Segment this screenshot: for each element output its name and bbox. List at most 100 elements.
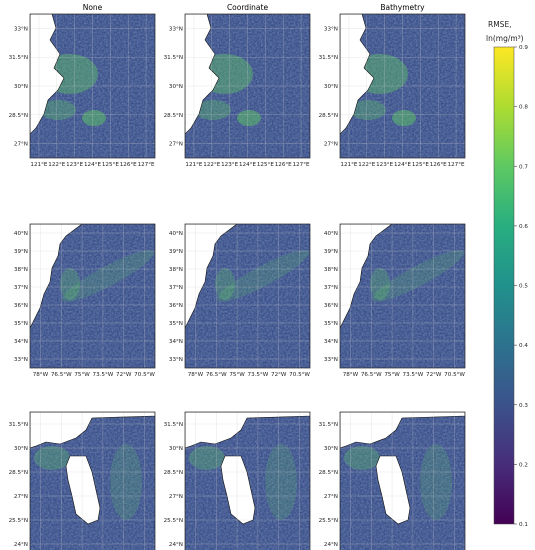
colorbar-tick-label: 0.8: [519, 105, 528, 111]
lon-tick-label: 121°E: [30, 162, 47, 168]
lon-tick-label: 75°W: [384, 372, 400, 378]
map-frame: [29, 223, 156, 369]
lat-tick-label: 30°N: [169, 446, 183, 452]
map-florida-coordinate: 24°N25.5°N27°N28.5°N30°N31.5°N84°W82.5°W…: [164, 411, 311, 550]
lat-tick-label: 34°N: [324, 339, 338, 345]
high-error-patch: [34, 446, 70, 470]
lat-tick-label: 27°N: [324, 142, 338, 148]
lon-tick-label: 127°E: [293, 162, 310, 168]
lat-tick-label: 27°N: [169, 494, 183, 500]
high-error-patch: [189, 446, 225, 470]
lat-tick-label: 24°N: [324, 542, 338, 548]
lat-tick-label: 27°N: [324, 494, 338, 500]
lat-tick-label: 28.5°N: [319, 470, 338, 476]
lon-tick-label: 125°E: [412, 162, 429, 168]
lon-tick-label: 73.5°W: [93, 372, 114, 378]
lat-tick-label: 25.5°N: [164, 518, 183, 524]
colorbar-units: ln(mg/m³): [486, 34, 524, 43]
lon-tick-label: 123°E: [221, 162, 238, 168]
colorbar-tick-label: 0.3: [519, 403, 528, 409]
lon-tick-label: 126°E: [430, 162, 447, 168]
lon-tick-label: 123°E: [66, 162, 83, 168]
lon-tick-label: 122°E: [358, 162, 375, 168]
high-error-patch: [371, 250, 465, 302]
map-frame: [29, 411, 156, 550]
land: [30, 14, 65, 135]
lat-tick-label: 31.5°N: [319, 55, 338, 61]
high-error-patch: [392, 110, 416, 126]
lat-tick-label: 34°N: [14, 339, 28, 345]
map-us-mid-atlantic-coordinate: 33°N 34°N 35°N 36°N 37°N 38°N 39°N 40°N 78°W 76.5…: [169, 223, 311, 378]
lat-tick-label: 28.5°N: [9, 470, 28, 476]
colorbar-tick-label: 0.4: [519, 343, 528, 349]
lon-tick-label: 75°W: [229, 372, 245, 378]
high-error-patch: [350, 100, 386, 120]
lat-tick-label: 28.5°N: [164, 470, 183, 476]
lon-tick-label: 73.5°W: [248, 372, 269, 378]
lat-tick-label: 27°N: [14, 142, 28, 148]
lon-tick-label: 78°W: [33, 372, 49, 378]
lat-tick-label: 24°N: [14, 542, 28, 548]
lat-tick-label: 30°N: [324, 84, 338, 90]
lat-tick-label: 31.5°N: [9, 422, 28, 428]
lat-tick-label: 33°N: [169, 357, 183, 363]
lon-tick-label: 72°W: [271, 372, 287, 378]
colorbar-label: RMSE,: [488, 20, 512, 29]
lon-tick-label: 72°W: [116, 372, 132, 378]
lon-tick-label: 125°E: [102, 162, 119, 168]
lat-tick-label: 33°N: [14, 357, 28, 363]
map-frame: [29, 13, 156, 159]
high-error-patch: [110, 444, 142, 520]
high-error-patch: [40, 100, 76, 120]
lat-tick-label: 36°N: [169, 303, 183, 309]
lat-tick-label: 34°N: [169, 339, 183, 345]
lon-tick-label: 123°E: [376, 162, 393, 168]
land: [185, 224, 238, 329]
high-error-patch: [237, 110, 261, 126]
lat-tick-label: 28.5°N: [9, 113, 28, 119]
lon-tick-label: 124°E: [394, 162, 411, 168]
lat-tick-label: 28.5°N: [319, 113, 338, 119]
lon-tick-label: 78°W: [343, 372, 359, 378]
high-error-patch: [215, 268, 235, 300]
map-frame: [339, 13, 466, 159]
lat-tick-label: 37°N: [324, 285, 338, 291]
lon-tick-label: 70.5°W: [289, 372, 310, 378]
lon-tick-label: 72°W: [426, 372, 442, 378]
lat-tick-label: 30°N: [14, 446, 28, 452]
lat-tick-label: 38°N: [14, 267, 28, 273]
colorbar-tick-label: 0.9: [519, 45, 528, 51]
lat-tick-label: 30°N: [14, 84, 28, 90]
map-frame: [184, 13, 311, 159]
colorbar-tick-label: 0.2: [519, 462, 528, 468]
lat-tick-label: 40°N: [324, 231, 338, 237]
lon-tick-label: 126°E: [275, 162, 292, 168]
map-frame: [184, 223, 311, 369]
lat-tick-label: 39°N: [14, 249, 28, 255]
lat-tick-label: 31.5°N: [164, 55, 183, 61]
lat-tick-label: 27°N: [14, 494, 28, 500]
lat-tick-label: 31.5°N: [319, 422, 338, 428]
colorbar-tick-label: 0.5: [519, 284, 528, 290]
high-error-patch: [195, 100, 231, 120]
lat-tick-label: 35°N: [324, 321, 338, 327]
high-error-patch: [344, 446, 380, 470]
lon-tick-label: 127°E: [448, 162, 465, 168]
lon-tick-label: 76.5°W: [361, 372, 382, 378]
column-title-coordinate: Coordinate: [227, 3, 269, 12]
lat-tick-label: 40°N: [14, 231, 28, 237]
column-title-none: None: [83, 3, 103, 12]
lon-tick-label: 126°E: [120, 162, 137, 168]
lat-tick-label: 35°N: [169, 321, 183, 327]
map-frame: [184, 411, 311, 550]
lat-tick-label: 25.5°N: [319, 518, 338, 524]
lon-tick-label: 121°E: [340, 162, 357, 168]
colorbar-tick-label: 0.7: [519, 164, 528, 170]
map-frame: [339, 223, 466, 369]
lat-tick-label: 31.5°N: [164, 422, 183, 428]
lat-tick-label: 40°N: [169, 231, 183, 237]
lat-tick-label: 30°N: [169, 84, 183, 90]
map-us-mid-atlantic-none: 33°N 34°N 35°N 36°N 37°N 38°N 39°N 40°N 78°W 76.5…: [14, 223, 156, 378]
